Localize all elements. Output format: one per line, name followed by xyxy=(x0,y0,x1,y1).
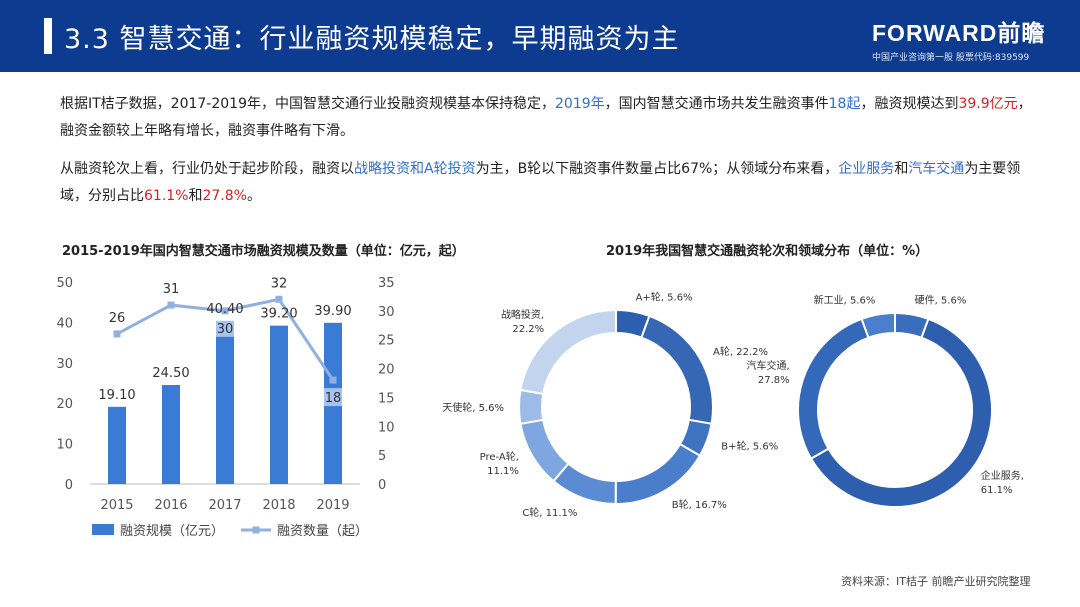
p2-highlight-enterprise: 企业服务 xyxy=(838,161,895,177)
source-note: 资料来源：IT桔子 前瞻产业研究院整理 xyxy=(841,575,1031,588)
donut-slice xyxy=(809,317,993,508)
bar-value-label: 19.10 xyxy=(98,388,135,403)
left-axis-tick-label: 0 xyxy=(65,478,73,493)
right-axis-tick-label: 0 xyxy=(378,478,386,493)
p1-highlight-count: 18起 xyxy=(828,96,861,112)
line-value-label: 32 xyxy=(271,276,288,291)
x-axis-tick-label: 2016 xyxy=(154,498,187,513)
p2-highlight-pct1: 61.1% xyxy=(144,188,189,204)
line-point xyxy=(221,307,229,315)
p2-text-5: 和 xyxy=(188,188,203,204)
p1-text-3: ，融资规模达到 xyxy=(860,96,959,112)
p2-highlight-auto: 汽车交通 xyxy=(908,161,965,177)
donut-slice xyxy=(614,442,702,506)
slice-label: A轮, 22.2% xyxy=(713,345,768,358)
left-axis-tick-label: 50 xyxy=(56,276,73,291)
legend-bar-label: 融资规模（亿元） xyxy=(120,524,224,539)
paragraph-2: 从融资轮次上看，行业仍处于起步阶段，融资以战略投资和A轮投资为主，B轮以下融资事… xyxy=(60,156,1035,210)
p1-highlight-amount: 39.9亿元 xyxy=(958,96,1018,112)
logo-text: FORWARD前瞻 xyxy=(872,20,1046,46)
right-axis-tick-label: 15 xyxy=(378,391,395,406)
line-point xyxy=(167,301,175,309)
line-label-backdrop xyxy=(214,318,236,337)
line-value-label: 18 xyxy=(325,391,342,406)
line-point xyxy=(275,295,283,303)
p1-text-2: ，国内智慧交通市场共发生融资事件 xyxy=(604,96,829,112)
slice-label: 新工业, 5.6% xyxy=(814,294,876,307)
p2-text-6: 。 xyxy=(246,188,261,204)
donut-slice xyxy=(519,308,617,396)
bar-value-label: 39.90 xyxy=(314,304,351,319)
p1-text-1: 根据IT桔子数据，2017-2019年，中国智慧交通行业投融资规模基本保持稳定， xyxy=(60,96,555,112)
bar xyxy=(108,406,126,484)
legend-line-label: 融资数量（起） xyxy=(277,524,368,539)
left-axis-tick-label: 10 xyxy=(56,438,73,453)
p2-highlight-pct2: 27.8% xyxy=(202,188,247,204)
donut-slice xyxy=(640,314,714,425)
right-axis-tick-label: 20 xyxy=(378,363,395,378)
legend-bar-swatch xyxy=(92,524,114,535)
header-bar: 3.3 智慧交通：行业融资规模稳定，早期融资为主 FORWARD前瞻 中国产业咨… xyxy=(0,0,1080,72)
donut-slice xyxy=(518,388,545,425)
slice-label-line1: 汽车交通, xyxy=(746,359,789,372)
donut-slice xyxy=(860,311,896,339)
donut-slice xyxy=(519,418,570,483)
x-axis-tick-label: 2019 xyxy=(316,498,349,513)
slice-label: 天使轮, 5.6% xyxy=(442,401,504,414)
p1-highlight-year: 2019年 xyxy=(555,96,605,112)
combo-bar-line-chart: 0 10 20 30 40 50 0 5 10 15 20 25 30 35 19.10 24.50 40.40… xyxy=(56,276,395,539)
slice-label-line1: 企业服务, xyxy=(981,469,1024,482)
line-value-label: 30 xyxy=(217,322,234,337)
left-axis-tick-label: 30 xyxy=(56,357,73,372)
forward-logo: FORWARD前瞻 中国产业咨询第一股 股票代码:839599 xyxy=(872,14,1068,63)
left-axis-tick-label: 40 xyxy=(56,316,73,331)
slice-label-line1: Pre-A轮, xyxy=(480,450,519,463)
line-value-label: 26 xyxy=(109,311,126,326)
bar-value-label: 24.50 xyxy=(152,366,189,381)
p2-text-4: 为主要领域，分别占比 xyxy=(60,161,1021,204)
bar-value-label: 39.20 xyxy=(260,307,297,322)
right-axis-tick-label: 5 xyxy=(378,449,386,464)
line-label-backdrop xyxy=(322,388,344,407)
line-value-label: 31 xyxy=(163,282,180,297)
bar xyxy=(162,385,180,484)
line-point xyxy=(329,376,337,384)
slice-label: 硬件, 5.6% xyxy=(915,295,967,307)
x-axis-tick-label: 2018 xyxy=(262,498,295,513)
p2-highlight-rounds: 战略投资和A轮投资 xyxy=(354,161,476,177)
right-axis-tick-label: 10 xyxy=(378,420,395,435)
slice-label-line2: 22.2% xyxy=(512,324,544,335)
p2-text-2: 为主，B轮以下融资事件数量占比67%；从领域分布来看， xyxy=(475,161,839,177)
slice-label-line2: 11.1% xyxy=(487,466,519,477)
slice-label-line1: 战略投资, xyxy=(501,308,544,321)
bar xyxy=(216,320,234,484)
legend-line-marker xyxy=(252,526,260,534)
donut-slice xyxy=(797,317,870,461)
slice-label: B轮, 16.7% xyxy=(672,498,727,511)
title-accent-bar xyxy=(44,18,52,54)
left-axis-tick-label: 20 xyxy=(56,397,73,412)
p1-text-4: ，融资金额较上年略有增长，融资事件略有下滑。 xyxy=(60,96,1032,139)
line-point xyxy=(113,330,121,338)
bar-chart-title: 2015-2019年国内智慧交通市场融资规模及数量（单位：亿元，起） xyxy=(62,244,465,259)
slice-label: B+轮, 5.6% xyxy=(721,439,778,452)
donut-charts: A+轮, 5.6% A轮, 22.2% B+轮, 5.6% B轮, 16.7% C轮, … xyxy=(442,291,1024,519)
paragraph-1: 根据IT桔子数据，2017-2019年，中国智慧交通行业投融资规模基本保持稳定，… xyxy=(60,91,1035,145)
bar xyxy=(270,325,288,484)
p2-text-1: 从融资轮次上看，行业仍处于起步阶段，融资以 xyxy=(60,161,354,177)
slice-label: C轮, 11.1% xyxy=(522,506,577,519)
x-axis-tick-label: 2015 xyxy=(100,498,133,513)
slice-label: A+轮, 5.6% xyxy=(636,291,693,304)
right-axis-tick-label: 35 xyxy=(378,276,395,291)
right-axis-tick-label: 25 xyxy=(378,334,395,349)
donut-chart-title: 2019年我国智慧交通融资轮次和领域分布（单位：%） xyxy=(606,244,929,259)
slice-label-line2: 61.1% xyxy=(981,485,1013,496)
page-title: 3.3 智慧交通：行业融资规模稳定，早期融资为主 xyxy=(64,24,680,55)
bar-value-label: 40.40 xyxy=(206,302,243,317)
slice-label-line2: 27.8% xyxy=(758,375,790,386)
logo-subtitle: 中国产业咨询第一股 股票代码:839599 xyxy=(872,53,1030,63)
right-axis-tick-label: 30 xyxy=(378,305,395,320)
p2-text-3: 和 xyxy=(894,161,909,177)
x-axis-tick-label: 2017 xyxy=(208,498,241,513)
